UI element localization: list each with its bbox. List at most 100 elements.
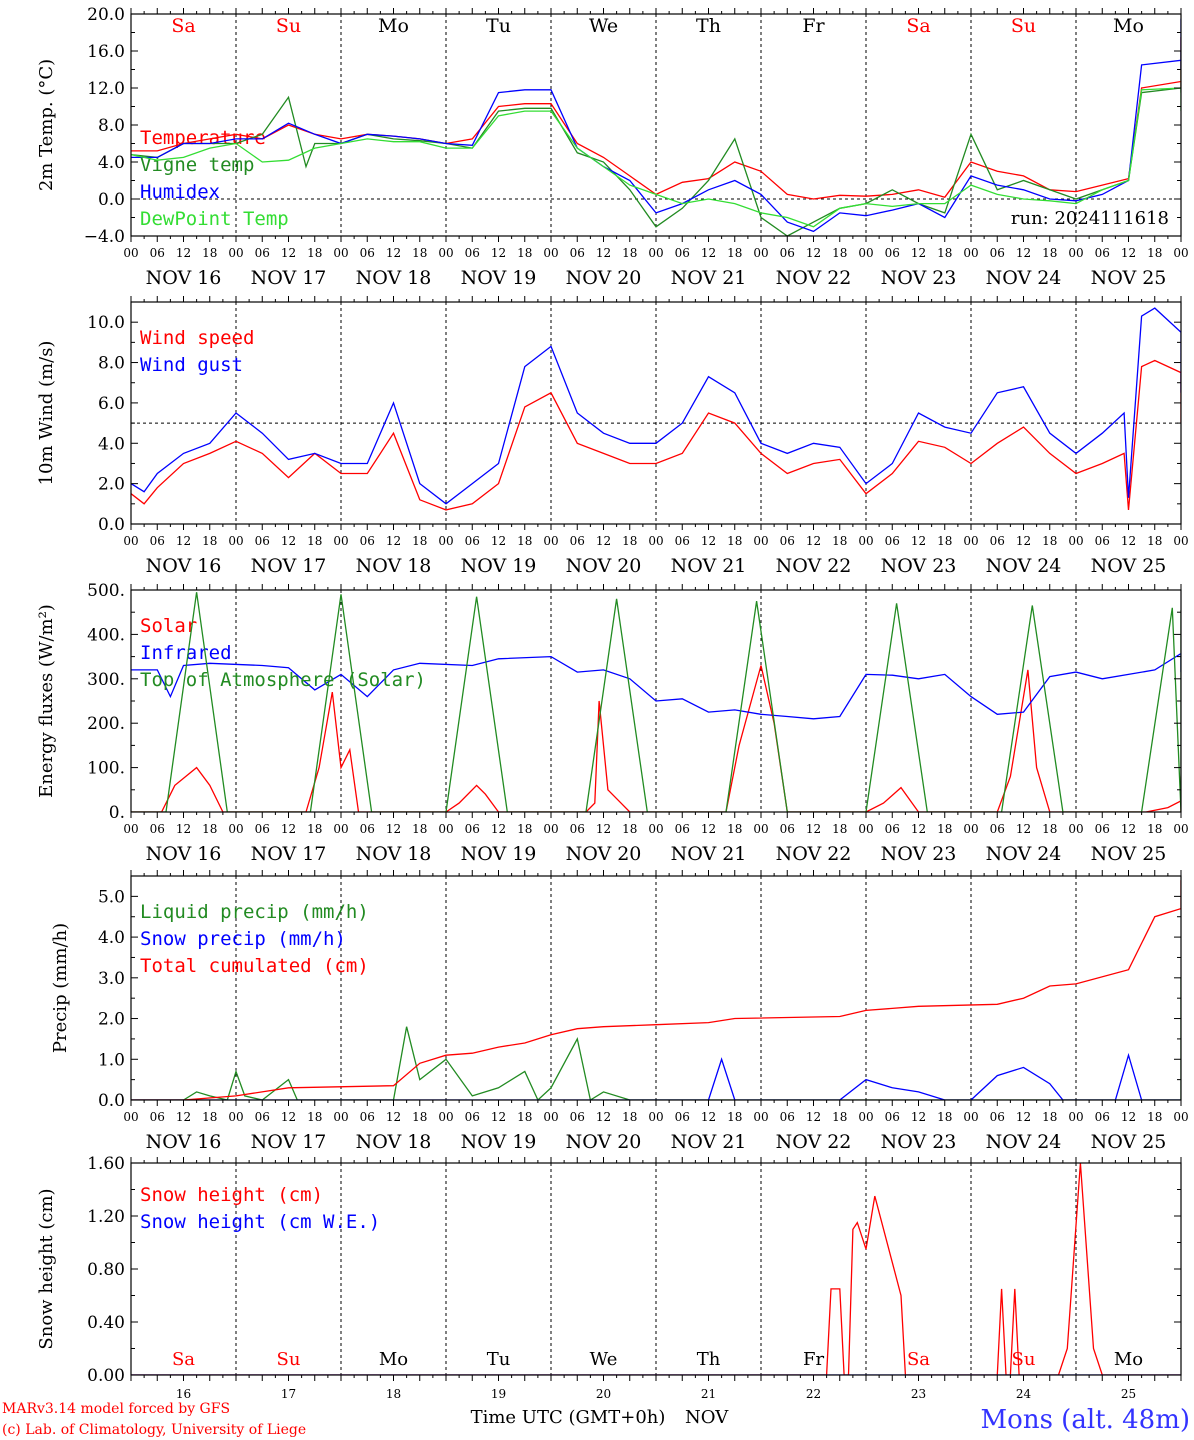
date-label: NOV 20 — [566, 267, 642, 289]
date-label: NOV 23 — [881, 1131, 957, 1153]
hour-tick-label: 18 — [517, 534, 532, 548]
day-of-week-label: Su — [1012, 1349, 1036, 1370]
month-label: NOV — [685, 1407, 729, 1428]
hour-tick-label: 18 — [307, 534, 322, 548]
y-tick-label: 4.0 — [98, 434, 125, 454]
hour-tick-label: 12 — [386, 822, 401, 836]
date-label: NOV 24 — [986, 843, 1062, 865]
day-of-week-label: Su — [1011, 15, 1036, 37]
legend-entry: Wind gust — [140, 354, 243, 376]
day-of-week-label: We — [589, 15, 618, 37]
hour-tick-label: 00 — [228, 534, 243, 548]
hour-tick-label: 12 — [281, 246, 296, 260]
panel-snow: Snow height (cm) Snow height (cm W.E.) 0.0… — [36, 1154, 1182, 1401]
hour-tick-label: 12 — [1121, 822, 1136, 836]
date-label: NOV 19 — [461, 267, 537, 289]
hour-tick-label: 12 — [386, 534, 401, 548]
hour-tick-label: 12 — [806, 822, 821, 836]
hour-tick-label: 00 — [228, 822, 243, 836]
hour-tick-label: 18 — [307, 1110, 322, 1124]
hour-tick-label: 18 — [412, 822, 427, 836]
hour-tick-label: 18 — [517, 822, 532, 836]
hour-tick-label: 06 — [675, 1110, 690, 1124]
hour-tick-label: 06 — [255, 246, 270, 260]
hour-tick-label: 18 — [1042, 534, 1057, 548]
hour-tick-label: 06 — [150, 1110, 165, 1124]
hour-tick-label: 12 — [911, 246, 926, 260]
hour-tick-label: 06 — [150, 822, 165, 836]
day-of-week-label: Fr — [802, 15, 825, 37]
day-number-label: 20 — [596, 1387, 611, 1401]
hour-tick-label: 12 — [176, 534, 191, 548]
day-number-label: 24 — [1016, 1387, 1032, 1401]
hour-tick-label: 12 — [491, 1110, 506, 1124]
day-number-label: 23 — [911, 1387, 926, 1401]
y-tick-label: 1.20 — [87, 1207, 125, 1227]
hour-tick-label: 00 — [228, 1110, 243, 1124]
y-tick-label: 4.0 — [98, 153, 125, 173]
y-tick-label: 0.0 — [98, 1091, 125, 1111]
hour-tick-label: 12 — [911, 822, 926, 836]
hour-tick-label: 12 — [1121, 246, 1136, 260]
hour-tick-label: 18 — [202, 534, 217, 548]
hour-tick-label: 18 — [832, 246, 847, 260]
hour-tick-label: 00 — [648, 1110, 663, 1124]
y-tick-label: 0.0 — [98, 190, 125, 210]
hour-tick-label: 06 — [1095, 246, 1110, 260]
legend-entry: DewPoint Temp — [140, 208, 289, 230]
date-label: NOV 22 — [776, 843, 852, 865]
hour-tick-label: 12 — [806, 1110, 821, 1124]
hour-tick-label: 06 — [990, 1110, 1005, 1124]
hour-tick-label: 06 — [885, 246, 900, 260]
hour-tick-label: 18 — [832, 1110, 847, 1124]
date-label: NOV 16 — [146, 843, 222, 865]
hour-tick-label: 06 — [1095, 1110, 1110, 1124]
date-label: NOV 20 — [566, 555, 642, 577]
hour-tick-label: 06 — [465, 1110, 480, 1124]
date-label: NOV 23 — [881, 267, 957, 289]
hour-tick-label: 06 — [150, 534, 165, 548]
hour-tick-label: 12 — [281, 822, 296, 836]
hour-tick-label: 12 — [701, 1110, 716, 1124]
hour-tick-label: 00 — [1173, 822, 1188, 836]
hour-tick-label: 18 — [832, 534, 847, 548]
date-label: NOV 21 — [671, 555, 747, 577]
date-label: NOV 17 — [251, 267, 327, 289]
hour-tick-label: 06 — [990, 534, 1005, 548]
credit-line-1: MARv3.14 model forced by GFS — [2, 1401, 230, 1417]
hour-tick-label: 06 — [255, 1110, 270, 1124]
day-number-label: 25 — [1121, 1387, 1136, 1401]
date-label: NOV 18 — [356, 1131, 432, 1153]
day-of-week-label: Mo — [378, 15, 409, 37]
hour-tick-label: 18 — [1147, 246, 1162, 260]
y-tick-label: 10.0 — [87, 313, 125, 333]
date-label: NOV 16 — [146, 555, 222, 577]
y-tick-label: 0.0 — [98, 515, 125, 535]
date-label: NOV 21 — [671, 843, 747, 865]
hour-tick-label: 12 — [1016, 822, 1031, 836]
hour-tick-label: 18 — [1147, 1110, 1162, 1124]
date-label: NOV 18 — [356, 555, 432, 577]
date-label: NOV 23 — [881, 843, 957, 865]
hour-tick-label: 00 — [123, 1110, 138, 1124]
hour-tick-label: 06 — [570, 822, 585, 836]
hour-tick-label: 12 — [911, 534, 926, 548]
date-label: NOV 24 — [986, 1131, 1062, 1153]
day-number-label: 18 — [386, 1387, 401, 1401]
hour-tick-label: 18 — [202, 246, 217, 260]
hour-tick-label: 06 — [885, 822, 900, 836]
hour-tick-label: 00 — [1173, 246, 1188, 260]
hour-tick-label: 00 — [963, 534, 978, 548]
day-number-label: 16 — [176, 1387, 191, 1401]
hour-tick-label: 18 — [307, 246, 322, 260]
run-label: run: 2024111618 — [1011, 208, 1169, 229]
hour-tick-label: 00 — [648, 822, 663, 836]
hour-tick-label: 06 — [990, 246, 1005, 260]
y-axis-label: 2m Temp. (°C) — [36, 59, 57, 191]
hour-tick-label: 18 — [202, 822, 217, 836]
hour-tick-label: 00 — [1068, 822, 1083, 836]
y-tick-label: 1.0 — [98, 1050, 125, 1070]
day-number-label: 17 — [281, 1387, 296, 1401]
hour-tick-label: 00 — [333, 534, 348, 548]
